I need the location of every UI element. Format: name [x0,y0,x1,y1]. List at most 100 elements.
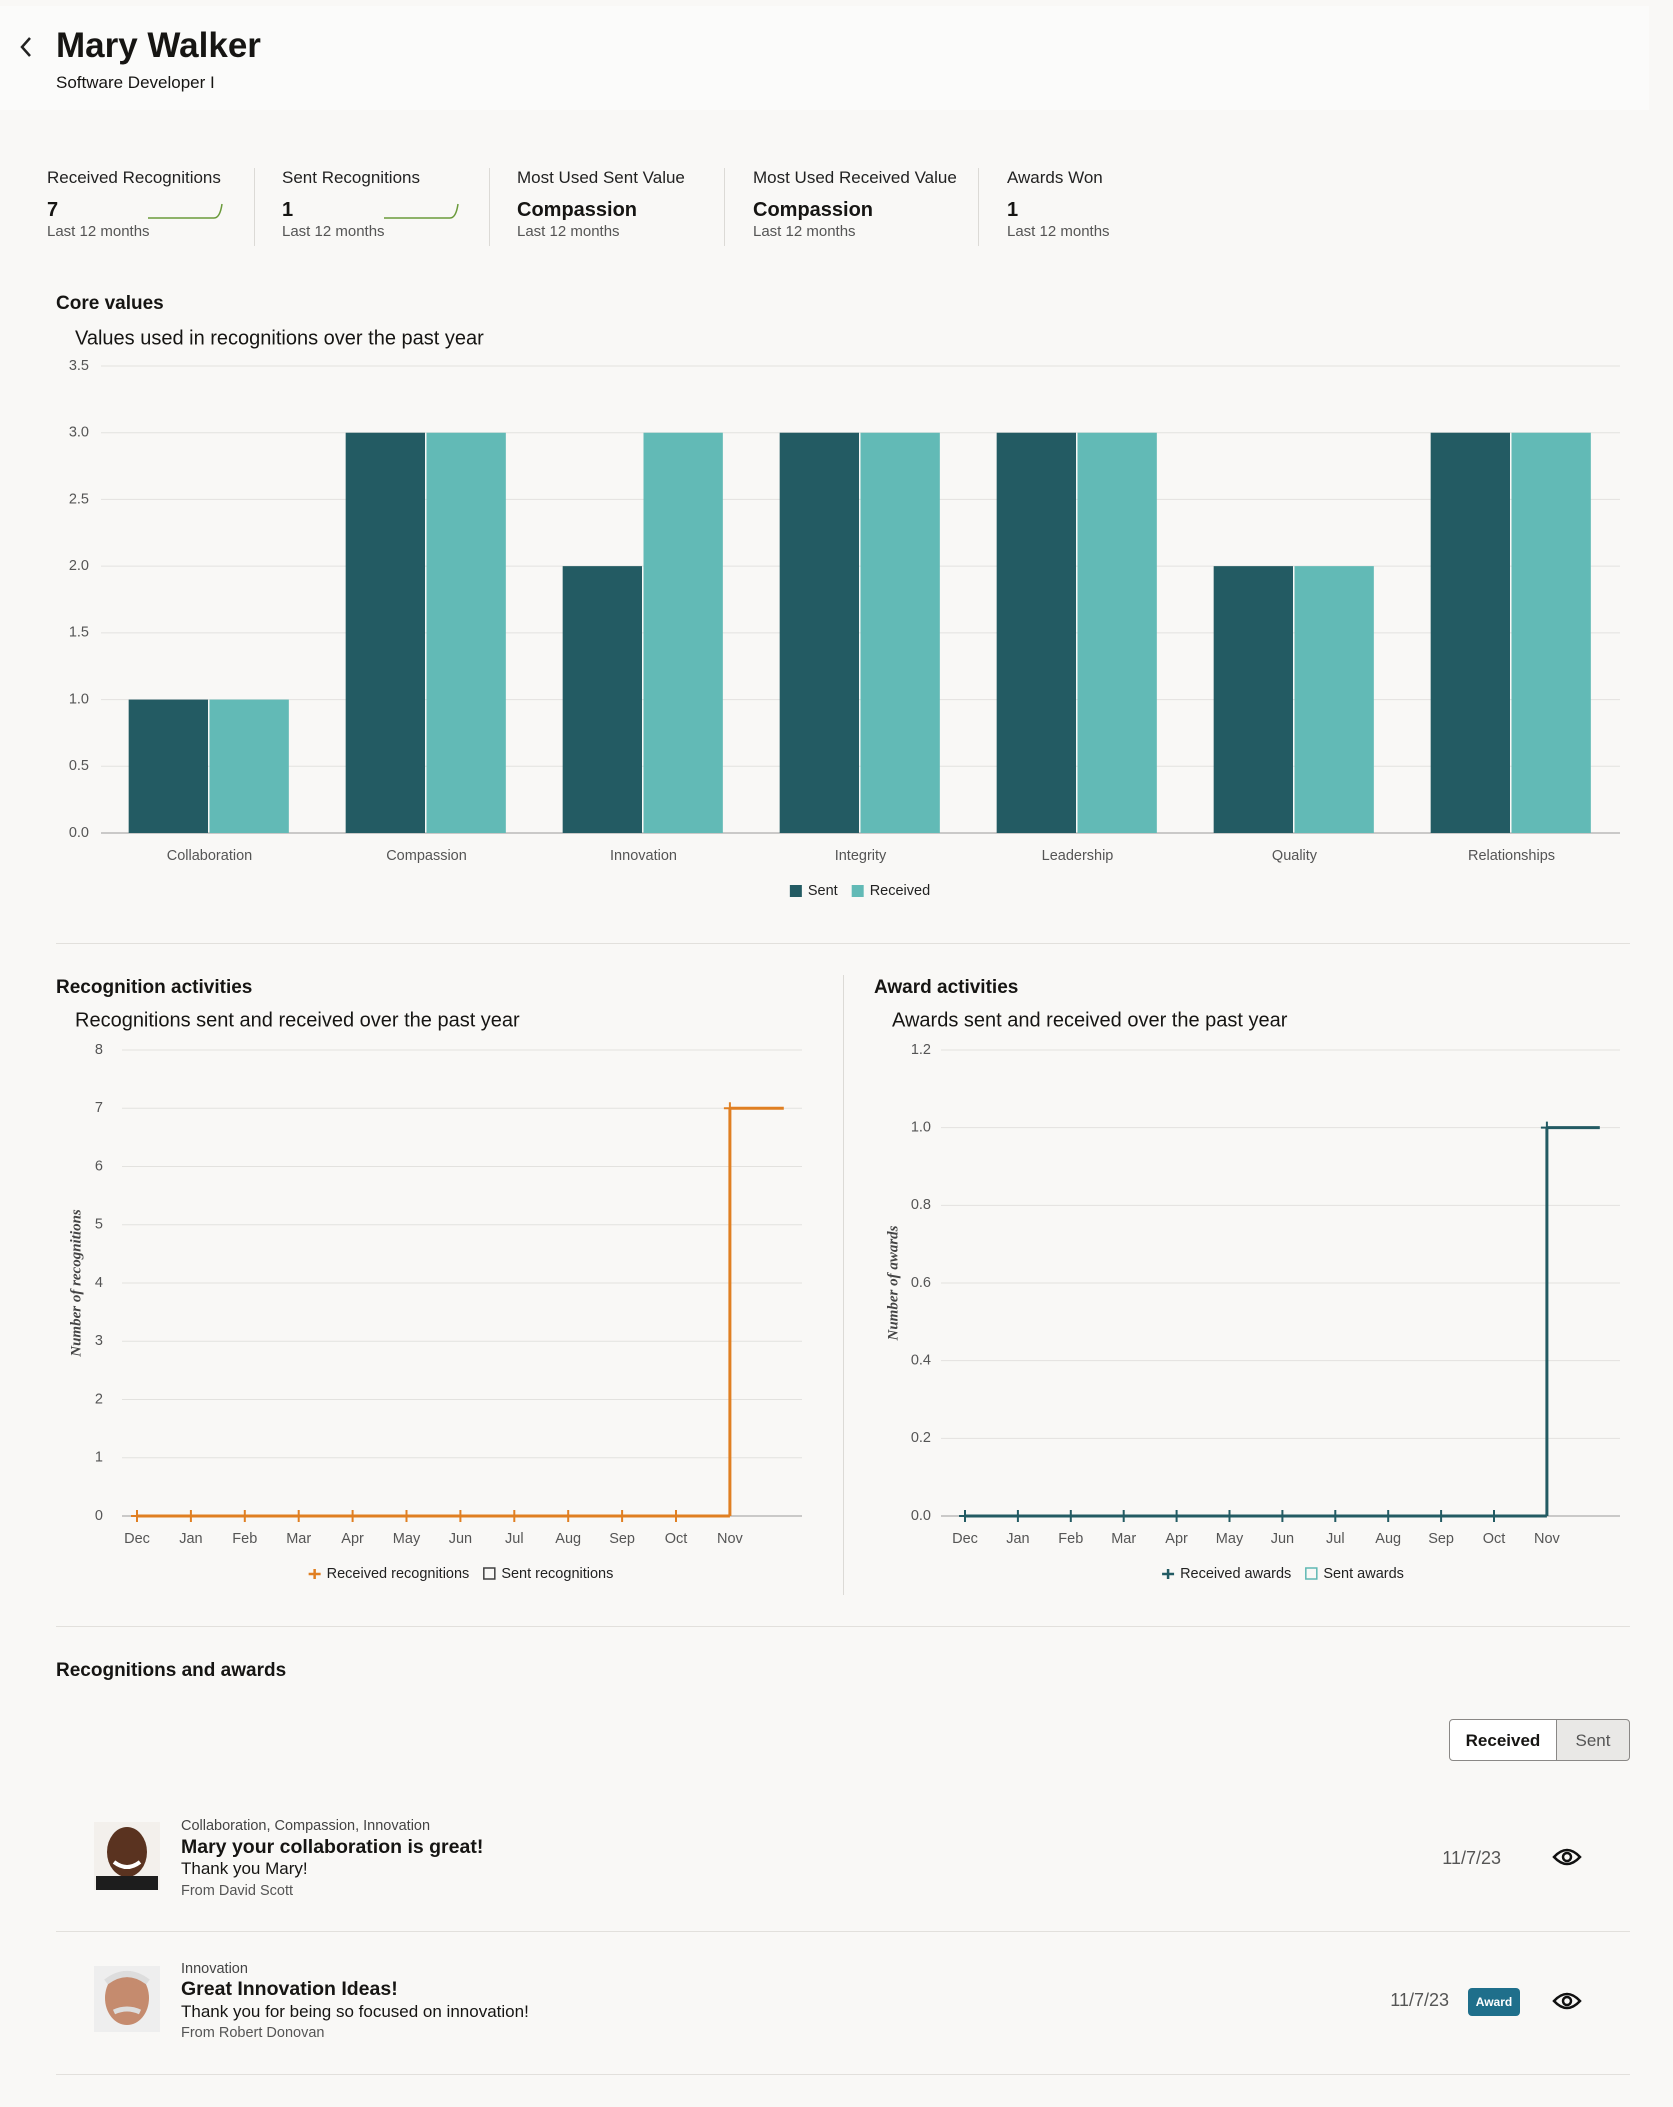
bar [996,432,1076,833]
kpi-divider [724,168,725,246]
view-button[interactable] [1552,1845,1582,1869]
point-marker [1170,1510,1183,1522]
divider [56,1626,1630,1627]
divider [56,943,1630,944]
x-tick-label: Dec [952,1531,978,1547]
x-tick-label: Mar [1111,1531,1136,1547]
kpi-value: 1 [1007,199,1019,221]
legend-swatch [1162,1569,1175,1579]
legend-swatch [851,885,864,897]
kpi-divider [489,168,490,246]
header-panel [0,6,1649,110]
avatar [94,1822,160,1890]
y-axis-label: Number of recognitions [68,1209,84,1358]
point-marker [723,1102,736,1115]
y-tick-label: 3.0 [69,425,89,441]
divider [843,975,844,1595]
sparkline [384,203,459,219]
divider [56,2074,1630,2075]
sparklines [148,203,459,219]
item-date: 11/7/23 [1442,1848,1501,1868]
y-tick-label: 2 [95,1391,103,1407]
y-tick-label: 0.8 [911,1197,931,1213]
y-tick-label: 3 [95,1333,103,1349]
x-tick-label: Aug [555,1531,581,1547]
tab-received[interactable]: Received [1449,1719,1557,1761]
y-tick-label: 6 [95,1158,103,1174]
legend-label: Received [870,883,930,899]
x-tick-label: Sep [1428,1531,1454,1547]
point-marker [1064,1510,1077,1522]
y-tick-label: 4 [95,1275,103,1291]
legend-label: Sent recognitions [501,1566,613,1582]
x-tick-label: Mar [286,1531,311,1547]
x-tick-label: May [393,1531,421,1547]
legend-label: Sent awards [1323,1566,1404,1582]
legend-label: Received awards [1180,1566,1291,1582]
kpi-period: Last 12 months [753,223,856,240]
y-tick-label: 1.0 [69,691,89,707]
bar [1430,432,1510,833]
x-tick-label: Jun [449,1531,472,1547]
kpi-period: Last 12 months [47,223,150,240]
y-tick-label: 8 [95,1042,103,1058]
bar [1077,432,1157,833]
x-tick-label: Leadership [1042,848,1114,864]
tab-sent[interactable]: Sent [1556,1719,1630,1761]
item-values: Innovation [181,1961,248,1977]
employee-title: Software Developer I [56,73,215,92]
item-date: 11/7/23 [1390,1990,1449,2010]
point-marker [131,1510,143,1522]
point-marker [1540,1121,1553,1134]
point-marker [454,1510,467,1522]
chart-subtitle: Recognitions sent and received over the … [75,1009,520,1031]
x-tick-label: Jan [1006,1531,1029,1547]
y-axis-label: Number of awards [885,1225,901,1341]
point-marker [1276,1510,1289,1522]
item-title: Mary your collaboration is great! [181,1836,484,1858]
bar [779,432,859,833]
x-tick-label: Oct [665,1531,688,1547]
charts: Core values Values used in recognitions o… [56,293,1620,1582]
x-tick-label: Jan [179,1531,202,1547]
x-tick-label: Compassion [386,848,467,864]
point-marker [1488,1510,1500,1522]
kpi-label: Awards Won [1007,168,1103,187]
employee-name: Mary Walker [56,26,261,65]
kpi-period: Last 12 months [282,223,385,240]
point-marker [1435,1510,1448,1522]
x-tick-label: Collaboration [167,848,252,864]
item-from: From Robert Donovan [181,2025,325,2041]
point-marker [238,1510,251,1522]
x-tick-label: May [1216,1531,1244,1547]
x-tick-label: Aug [1375,1531,1401,1547]
point-marker [616,1510,629,1522]
y-tick-label: 1.0 [911,1119,931,1135]
x-tick-label: Innovation [610,848,677,864]
y-tick-label: 0 [95,1508,103,1524]
item-message: Thank you for being so focused on innova… [181,2002,529,2021]
x-tick-label: Nov [717,1531,744,1547]
chart-title: Core values [56,293,164,314]
kpi-value: Compassion [753,199,874,221]
x-tick-label: Jul [1326,1531,1345,1547]
view-button[interactable] [1552,1989,1582,2013]
legend-label: Received recognitions [327,1566,470,1582]
point-marker [959,1510,971,1522]
y-tick-label: 0.4 [911,1352,931,1368]
x-tick-label: Jul [505,1531,524,1547]
x-tick-label: Feb [1058,1531,1083,1547]
y-tick-label: 0.0 [911,1508,931,1524]
x-tick-label: Feb [232,1531,257,1547]
point-marker [1011,1510,1024,1522]
y-tick-label: 2.0 [69,558,89,574]
chart-title: Award activities [874,977,1018,998]
kpi-divider [978,168,979,246]
item-values: Collaboration, Compassion, Innovation [181,1818,431,1834]
divider [56,1931,1630,1932]
point-marker [670,1510,682,1522]
back-button[interactable] [16,34,36,60]
y-tick-label: 0.6 [911,1275,931,1291]
bar [1213,566,1293,833]
